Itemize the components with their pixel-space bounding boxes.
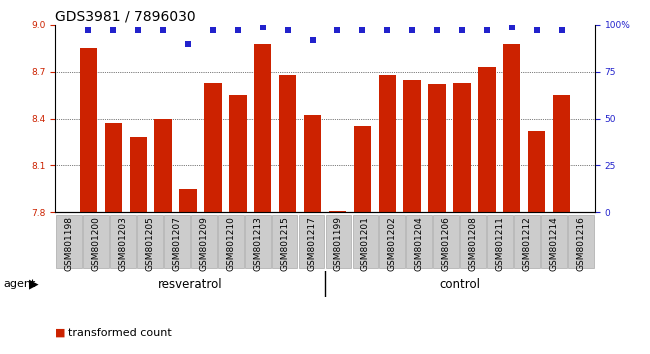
FancyBboxPatch shape (83, 215, 109, 268)
Bar (329, 211, 346, 212)
Text: GSM801217: GSM801217 (307, 216, 316, 271)
Bar (528, 131, 545, 212)
Point (83, 28, 94, 33)
Point (382, 28, 393, 33)
Text: GSM801215: GSM801215 (280, 216, 289, 271)
Point (307, 37, 318, 42)
Point (457, 28, 467, 33)
Point (482, 28, 492, 33)
Point (257, 24, 268, 29)
Bar (279, 75, 296, 212)
Bar (378, 75, 396, 212)
Point (108, 28, 118, 33)
FancyBboxPatch shape (136, 215, 162, 268)
Text: GSM801204: GSM801204 (415, 216, 424, 270)
Text: GDS3981 / 7896030: GDS3981 / 7896030 (55, 10, 196, 24)
FancyBboxPatch shape (434, 215, 460, 268)
FancyBboxPatch shape (568, 215, 594, 268)
Text: GSM801206: GSM801206 (442, 216, 451, 271)
Bar (80, 48, 98, 212)
Text: GSM801202: GSM801202 (388, 216, 397, 270)
FancyBboxPatch shape (460, 215, 486, 268)
Text: GSM801203: GSM801203 (118, 216, 127, 271)
Text: GSM801207: GSM801207 (172, 216, 181, 271)
FancyBboxPatch shape (541, 215, 567, 268)
Point (158, 28, 168, 33)
Text: GSM801208: GSM801208 (469, 216, 478, 271)
Point (357, 28, 367, 33)
Text: ▶: ▶ (29, 278, 38, 291)
FancyBboxPatch shape (244, 215, 270, 268)
Bar (155, 119, 172, 212)
Text: GSM801198: GSM801198 (64, 216, 73, 271)
Text: GSM801201: GSM801201 (361, 216, 370, 271)
Point (432, 28, 442, 33)
FancyBboxPatch shape (352, 215, 378, 268)
FancyBboxPatch shape (164, 215, 190, 268)
Bar (503, 44, 521, 212)
Point (233, 28, 243, 33)
Bar (304, 115, 321, 212)
Bar (354, 126, 371, 212)
FancyBboxPatch shape (298, 215, 324, 268)
FancyBboxPatch shape (326, 215, 352, 268)
Bar (229, 95, 246, 212)
Text: GSM801213: GSM801213 (253, 216, 262, 271)
Text: GSM801212: GSM801212 (523, 216, 532, 270)
Text: control: control (439, 278, 480, 291)
Point (208, 28, 218, 33)
Point (532, 28, 542, 33)
Text: GSM801214: GSM801214 (550, 216, 559, 270)
Point (183, 41, 193, 46)
Text: GSM801216: GSM801216 (577, 216, 586, 271)
FancyBboxPatch shape (110, 215, 136, 268)
Bar (478, 67, 495, 212)
Point (407, 28, 417, 33)
Bar (129, 137, 147, 212)
Text: GSM801210: GSM801210 (226, 216, 235, 271)
Bar (254, 44, 272, 212)
FancyBboxPatch shape (380, 215, 406, 268)
Text: transformed count: transformed count (68, 328, 172, 338)
FancyBboxPatch shape (272, 215, 298, 268)
Text: resveratrol: resveratrol (158, 278, 222, 291)
Point (332, 28, 343, 33)
Bar (453, 82, 471, 212)
Text: GSM801209: GSM801209 (199, 216, 208, 271)
Point (506, 24, 517, 29)
Text: GSM801199: GSM801199 (334, 216, 343, 271)
Bar (404, 80, 421, 212)
Text: GSM801205: GSM801205 (145, 216, 154, 271)
FancyBboxPatch shape (190, 215, 216, 268)
FancyBboxPatch shape (514, 215, 540, 268)
Point (283, 28, 293, 33)
Text: GSM801211: GSM801211 (496, 216, 505, 271)
Bar (105, 123, 122, 212)
FancyBboxPatch shape (218, 215, 244, 268)
Bar (204, 82, 222, 212)
Bar (179, 189, 197, 212)
Point (556, 28, 567, 33)
Text: GSM801200: GSM801200 (91, 216, 100, 271)
Point (133, 28, 144, 33)
FancyBboxPatch shape (406, 215, 432, 268)
FancyBboxPatch shape (488, 215, 514, 268)
Text: agent: agent (3, 279, 36, 289)
FancyBboxPatch shape (56, 215, 82, 268)
Bar (428, 84, 446, 212)
Text: ■: ■ (55, 328, 66, 338)
Bar (552, 95, 570, 212)
